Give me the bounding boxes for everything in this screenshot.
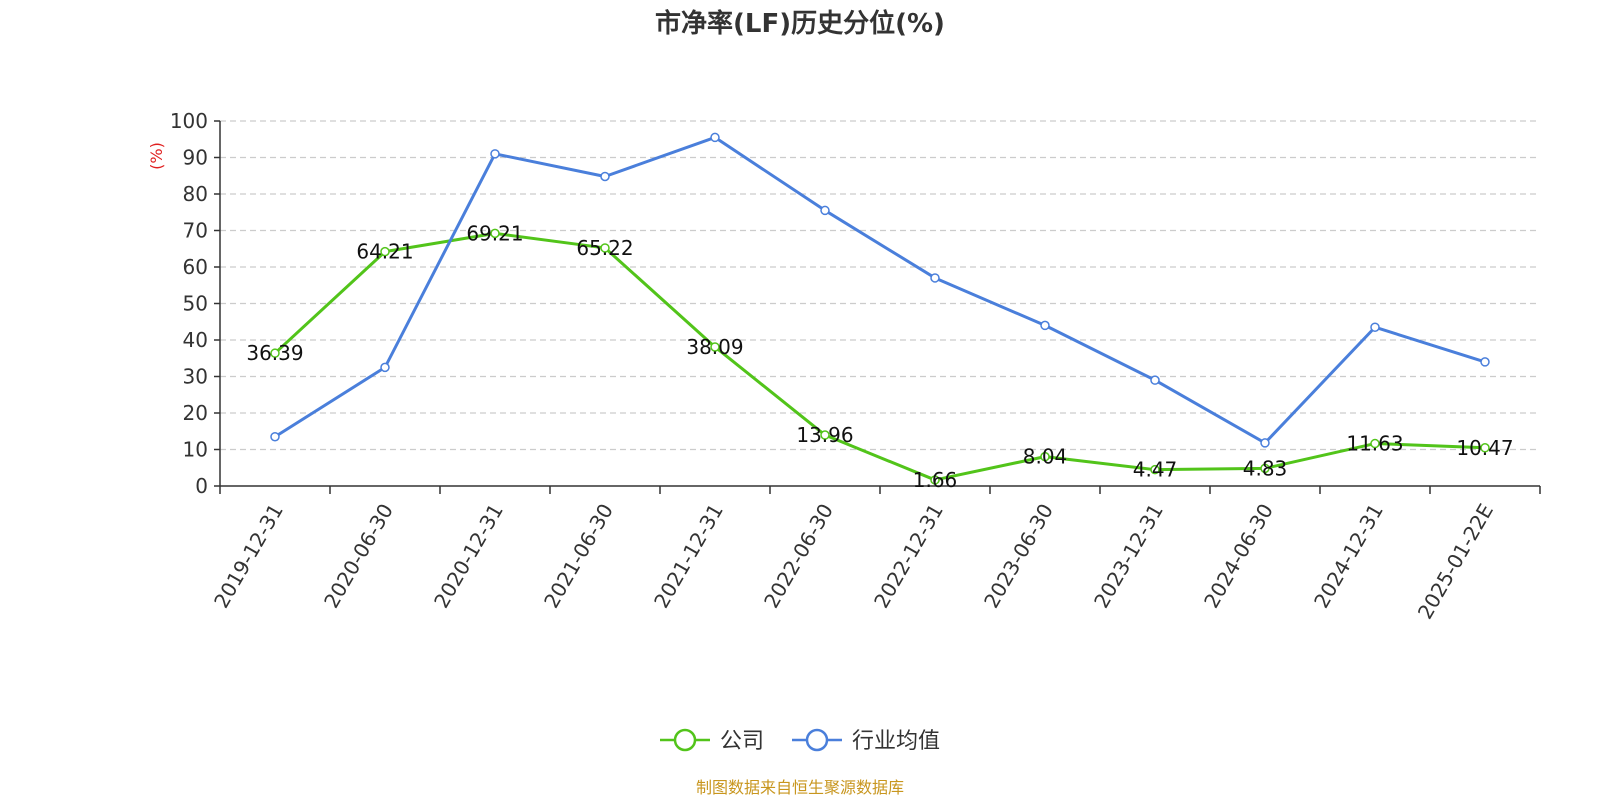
industry-data-point[interactable] [1480,357,1490,367]
legend-item-company[interactable]: 公司 [660,728,764,754]
industry-data-point[interactable] [1150,375,1160,385]
legend-industry-label: 行业均值 [852,729,940,754]
y-tick-label: 50 [183,292,208,316]
data-labels: 36.39 64.21 69.21 65.22 38.09 13.96 1.66 8.04 4.… [246,221,1513,492]
x-tick-label: 2023-12-31 [1089,500,1168,613]
industry-data-point[interactable] [1370,322,1380,332]
legend-company-label: 公司 [720,729,764,754]
y-tick-label: 20 [183,401,208,425]
y-tick-label: 100 [170,109,208,133]
industry-data-point[interactable] [270,431,280,442]
company-data-point[interactable] [600,243,610,253]
x-tick-label: 2020-12-31 [429,500,508,613]
company-data-point[interactable] [270,348,280,358]
y-tick-label: 30 [183,365,208,389]
company-data-point[interactable] [930,475,940,485]
company-data-label: 11.63 [1346,432,1403,456]
industry-data-point[interactable] [710,132,720,143]
x-tick-label: 2024-12-31 [1309,500,1388,613]
company-data-label: 4.83 [1243,456,1288,480]
company-data-label: 1.66 [913,468,958,492]
x-tick-label: 2023-06-30 [979,500,1058,613]
company-data-point[interactable] [490,228,500,239]
industry-series-line [274,135,1486,445]
y-tick-label: 80 [183,182,208,206]
y-tick-label: 60 [183,255,208,279]
y-tick-label: 90 [183,146,208,170]
chart-title: 市净率(LF)历史分位(%) [655,8,945,39]
legend-company-marker-icon [673,728,697,752]
data-source-note: 制图数据来自恒生聚源数据库 [696,778,904,797]
industry-data-point[interactable] [490,149,500,159]
legend-item-industry-average[interactable]: 行业均值 [792,728,940,754]
company-data-point[interactable] [380,246,390,257]
company-data-label: 69.21 [466,221,523,245]
company-data-point[interactable] [1370,438,1380,449]
x-tick-label: 2025-01-22E [1413,500,1498,624]
x-tick-label: 2021-06-30 [539,500,618,613]
axes: 0 10 20 30 40 50 60 70 80 90 100 2019-12-31 2020-06-… [170,109,1541,624]
industry-data-point[interactable] [1040,320,1050,331]
x-tick-label: 2019-12-31 [209,500,288,613]
company-data-label: 8.04 [1023,445,1068,469]
x-tick-label: 2020-06-30 [319,500,398,613]
y-axis-unit-label: (%) [147,142,166,170]
y-tick-label: 0 [195,474,208,498]
y-tick-label: 10 [183,438,208,462]
company-data-point[interactable] [1040,451,1050,462]
company-data-point[interactable] [1260,463,1270,474]
legend: 公司 行业均值 [660,728,940,754]
grid-lines [220,120,1540,451]
legend-industry-marker-icon [805,728,829,752]
industry-data-point[interactable] [930,273,940,283]
company-data-label: 64.21 [356,240,413,264]
x-tick-label: 2021-12-31 [649,500,728,613]
company-data-point[interactable] [1150,464,1160,475]
company-data-label: 38.09 [686,335,743,359]
industry-data-point[interactable] [820,205,830,216]
company-data-point[interactable] [1480,443,1490,453]
x-tick-label: 2024-06-30 [1199,500,1278,613]
company-data-point[interactable] [820,430,830,440]
series-lines [270,132,1490,485]
x-tick-label: 2022-12-31 [869,500,948,613]
y-tick-label: 70 [183,219,208,243]
company-data-label: 13.96 [796,423,853,447]
company-data-label: 10.47 [1456,436,1513,460]
x-tick-label: 2022-06-30 [759,500,838,613]
company-data-label: 36.39 [246,341,303,365]
y-tick-label: 40 [183,328,208,352]
industry-data-point[interactable] [1260,438,1270,448]
company-series-line [273,231,1486,482]
industry-data-point[interactable] [600,171,610,182]
company-data-label: 4.47 [1133,458,1178,482]
company-data-label: 65.22 [576,236,633,260]
company-data-point[interactable] [710,342,720,352]
industry-data-point[interactable] [380,362,390,373]
